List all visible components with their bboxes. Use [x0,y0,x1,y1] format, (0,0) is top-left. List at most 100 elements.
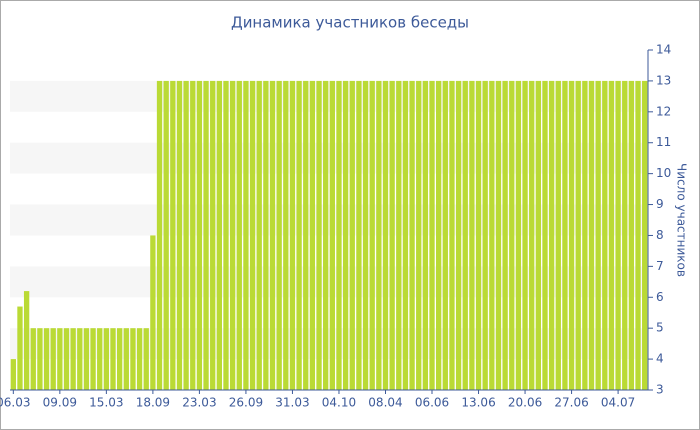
bar [396,80,402,390]
bar [296,80,302,390]
bar [615,80,621,390]
bar [336,80,342,390]
bar [515,80,522,390]
grid-band [10,266,648,298]
bar [309,80,316,390]
bar [249,80,256,390]
bar [475,80,482,390]
bar [595,80,601,390]
bar [203,80,209,390]
y-tick-label: 14 [656,43,671,57]
bar [582,80,588,390]
bar [116,328,123,390]
bar [236,80,242,390]
y-tick-label: 11 [656,135,671,149]
bar [628,80,635,390]
bar [442,80,448,390]
y-tick-label: 9 [656,197,664,211]
bar [542,80,548,390]
bar [150,235,156,390]
bar [568,80,575,390]
grid-band [10,328,648,360]
bar [269,80,276,390]
bar [575,80,581,390]
bar [216,80,223,390]
bar [429,80,435,390]
bar [482,80,488,390]
bar [30,328,36,390]
bar [509,80,515,390]
bar [435,80,442,390]
bar [90,328,96,390]
bar [602,80,608,390]
bar [329,80,335,390]
bar [502,80,508,390]
y-tick-label: 10 [656,166,671,180]
x-tick-label: 27.06 [554,396,588,410]
grid-band [10,142,648,174]
x-tick-label: 04.07 [601,396,635,410]
x-tick-label: 06.03 [0,396,31,410]
bar [555,80,561,390]
bar [635,80,641,390]
bar [123,328,129,390]
bar [376,80,382,390]
bar [97,328,103,390]
bar [263,80,269,390]
bar [535,80,542,390]
bar [362,80,369,390]
grid-band [10,80,648,112]
bar [562,80,568,390]
bar [422,80,429,390]
y-tick-label: 12 [656,104,671,118]
bar [229,80,236,390]
x-tick-label: 18.09 [136,396,170,410]
bar [283,80,289,390]
bar [416,80,422,390]
y-tick-label: 5 [656,321,664,335]
bar [103,328,110,390]
bar [588,80,595,390]
y-tick-label: 13 [656,73,671,87]
bar [369,80,375,390]
bar [196,80,203,390]
x-tick-label: 04.10 [322,396,356,410]
bar [642,80,648,390]
bar [256,80,262,390]
bar [449,80,455,390]
x-tick-label: 31.03 [275,396,309,410]
bar [342,80,349,390]
grid-band [10,204,648,236]
bar [489,80,495,390]
bar [382,80,389,390]
bar [17,306,23,390]
y-tick-label: 8 [656,228,664,242]
bar [43,328,50,390]
bar [77,328,83,390]
bar [349,80,355,390]
bar [183,80,189,390]
bar [110,328,116,390]
bar [210,80,216,390]
y-axis-label: Число участников [675,163,689,277]
x-tick-label: 23.03 [182,396,216,410]
bar [402,80,409,390]
bar [130,328,136,390]
bar [495,80,502,390]
bar [223,80,229,390]
x-tick-label: 13.06 [461,396,495,410]
bar [303,80,309,390]
chart-title: Динамика участников беседы [231,14,469,32]
bar [409,80,415,390]
bar [170,80,176,390]
bar [455,80,462,390]
bar [276,80,282,390]
bar [462,80,468,390]
x-tick-label: 15.03 [89,396,123,410]
bar [356,80,362,390]
y-tick-label: 6 [656,290,664,304]
bar [163,80,169,390]
x-tick-label: 20.06 [508,396,542,410]
